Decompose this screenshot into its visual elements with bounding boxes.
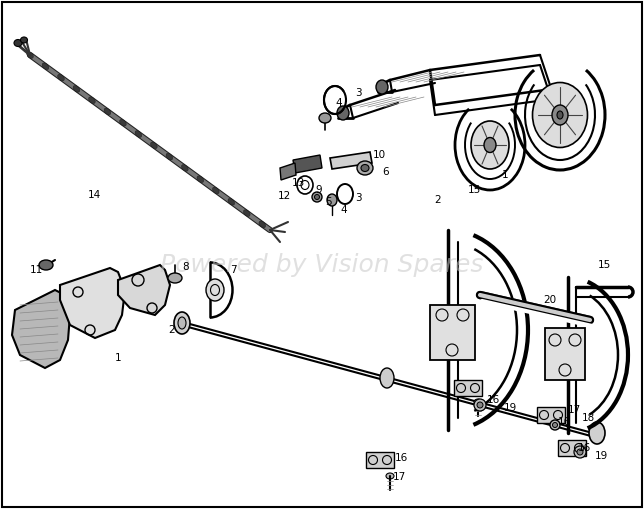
Polygon shape	[545, 328, 585, 380]
Text: 17: 17	[568, 405, 582, 415]
Ellipse shape	[589, 422, 605, 444]
Ellipse shape	[314, 194, 319, 200]
Ellipse shape	[166, 153, 173, 160]
Ellipse shape	[178, 317, 186, 329]
Text: 16: 16	[558, 417, 571, 427]
Ellipse shape	[533, 82, 587, 148]
Text: 17: 17	[393, 472, 406, 482]
Text: 1: 1	[115, 353, 122, 363]
Polygon shape	[293, 155, 322, 173]
Bar	[454, 380, 482, 396]
Text: 16: 16	[578, 443, 591, 453]
Ellipse shape	[357, 161, 373, 175]
Text: 19: 19	[595, 451, 608, 461]
Ellipse shape	[337, 106, 349, 120]
Polygon shape	[60, 268, 125, 338]
Ellipse shape	[319, 113, 331, 123]
Polygon shape	[12, 290, 70, 368]
Ellipse shape	[206, 279, 224, 301]
Bar	[366, 452, 394, 468]
Ellipse shape	[574, 446, 586, 458]
Polygon shape	[280, 163, 296, 180]
Bar	[537, 407, 565, 423]
Ellipse shape	[182, 164, 188, 171]
Text: 20: 20	[543, 295, 556, 305]
Text: 12: 12	[278, 191, 291, 201]
Ellipse shape	[380, 368, 394, 388]
Ellipse shape	[386, 473, 394, 479]
Text: 2: 2	[168, 325, 175, 335]
Ellipse shape	[151, 142, 157, 149]
Text: 3: 3	[355, 88, 362, 98]
Text: 11: 11	[30, 265, 43, 275]
Ellipse shape	[26, 52, 33, 59]
Polygon shape	[118, 265, 170, 315]
Ellipse shape	[552, 105, 568, 125]
Ellipse shape	[474, 399, 482, 405]
Ellipse shape	[376, 80, 388, 94]
Ellipse shape	[39, 260, 53, 270]
Ellipse shape	[213, 187, 219, 194]
Ellipse shape	[471, 121, 509, 169]
Ellipse shape	[557, 111, 563, 119]
Ellipse shape	[259, 221, 265, 228]
Text: 10: 10	[373, 150, 386, 160]
Text: 2: 2	[434, 195, 440, 205]
Text: 16: 16	[487, 395, 500, 405]
Ellipse shape	[73, 86, 80, 92]
Text: 4: 4	[340, 205, 346, 215]
Ellipse shape	[361, 164, 369, 172]
Text: 9: 9	[315, 185, 321, 195]
Text: 16: 16	[395, 453, 408, 463]
Ellipse shape	[21, 37, 28, 43]
Text: 15: 15	[468, 185, 481, 195]
Text: 15: 15	[598, 260, 611, 270]
Ellipse shape	[120, 120, 126, 126]
Text: 3: 3	[355, 193, 362, 203]
Ellipse shape	[474, 399, 486, 411]
Text: 5: 5	[325, 197, 332, 207]
Ellipse shape	[168, 273, 182, 283]
Ellipse shape	[42, 63, 49, 70]
Text: 7: 7	[230, 265, 236, 275]
Ellipse shape	[553, 422, 558, 428]
Text: Powered by Vision Spares: Powered by Vision Spares	[160, 253, 484, 277]
Ellipse shape	[14, 40, 22, 46]
Ellipse shape	[477, 402, 483, 408]
Ellipse shape	[228, 199, 234, 205]
Ellipse shape	[550, 420, 560, 430]
Ellipse shape	[57, 74, 64, 81]
Ellipse shape	[243, 210, 250, 216]
Text: 13: 13	[292, 178, 305, 188]
Text: 1: 1	[502, 170, 509, 180]
Ellipse shape	[197, 176, 204, 183]
Text: 8: 8	[182, 262, 189, 272]
Text: 4: 4	[335, 98, 341, 108]
Ellipse shape	[312, 192, 322, 202]
Ellipse shape	[89, 97, 95, 103]
Text: 18: 18	[582, 413, 595, 423]
Polygon shape	[330, 152, 372, 169]
Ellipse shape	[135, 131, 142, 137]
Text: 6: 6	[382, 167, 388, 177]
Ellipse shape	[577, 449, 583, 455]
Ellipse shape	[484, 137, 496, 153]
Bar	[558, 440, 586, 456]
Polygon shape	[430, 305, 475, 360]
Ellipse shape	[104, 108, 111, 115]
Text: 14: 14	[88, 190, 101, 200]
Ellipse shape	[327, 194, 337, 206]
Text: 19: 19	[504, 403, 517, 413]
Ellipse shape	[174, 312, 190, 334]
